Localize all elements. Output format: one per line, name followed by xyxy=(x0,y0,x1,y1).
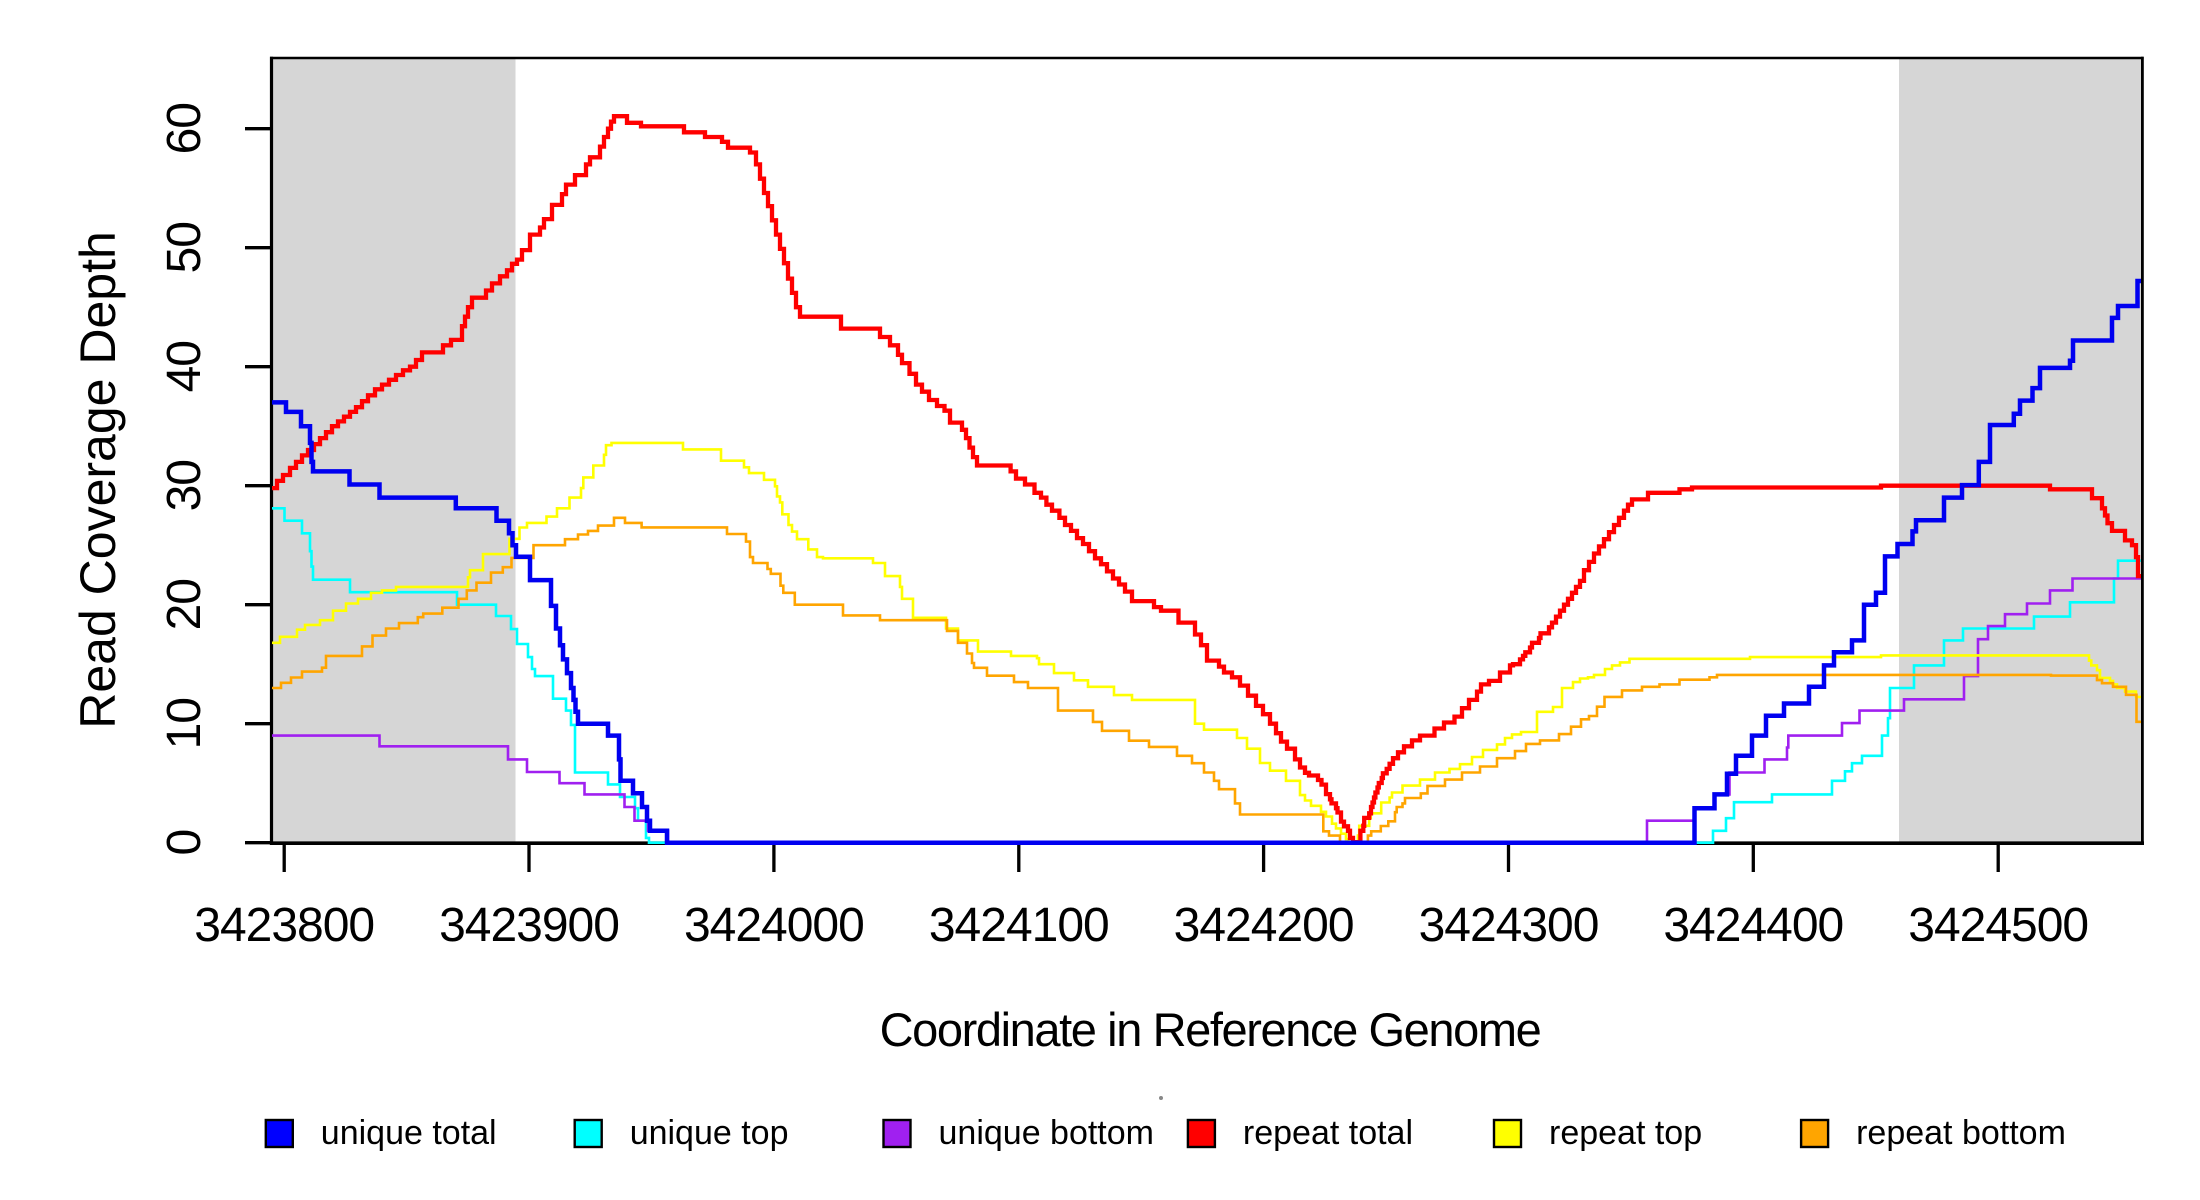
svg-text:3423900: 3423900 xyxy=(439,899,619,952)
svg-text:20: 20 xyxy=(158,579,211,630)
svg-text:3424300: 3424300 xyxy=(1419,899,1599,952)
svg-text:3424500: 3424500 xyxy=(1908,899,2088,952)
svg-text:3424000: 3424000 xyxy=(684,899,864,952)
svg-text:unique bottom: unique bottom xyxy=(939,1114,1155,1152)
svg-text:3424400: 3424400 xyxy=(1663,899,1843,952)
svg-text:0: 0 xyxy=(158,830,211,856)
svg-text:Coordinate in Reference Genome: Coordinate in Reference Genome xyxy=(880,1003,1541,1056)
svg-text:3424200: 3424200 xyxy=(1174,899,1354,952)
svg-text:40: 40 xyxy=(158,341,211,392)
svg-text:3423800: 3423800 xyxy=(194,899,374,952)
svg-text:unique top: unique top xyxy=(630,1114,789,1152)
svg-text:60: 60 xyxy=(158,103,211,154)
svg-text:repeat top: repeat top xyxy=(1549,1114,1702,1152)
svg-text:unique total: unique total xyxy=(321,1114,497,1152)
svg-text:3424100: 3424100 xyxy=(929,899,1109,952)
svg-text:repeat total: repeat total xyxy=(1243,1114,1413,1152)
svg-text:Read Coverage Depth: Read Coverage Depth xyxy=(70,231,126,729)
svg-text:10: 10 xyxy=(158,698,211,749)
svg-text:50: 50 xyxy=(158,222,211,273)
svg-text:repeat bottom: repeat bottom xyxy=(1856,1114,2066,1152)
svg-text:30: 30 xyxy=(158,460,211,511)
